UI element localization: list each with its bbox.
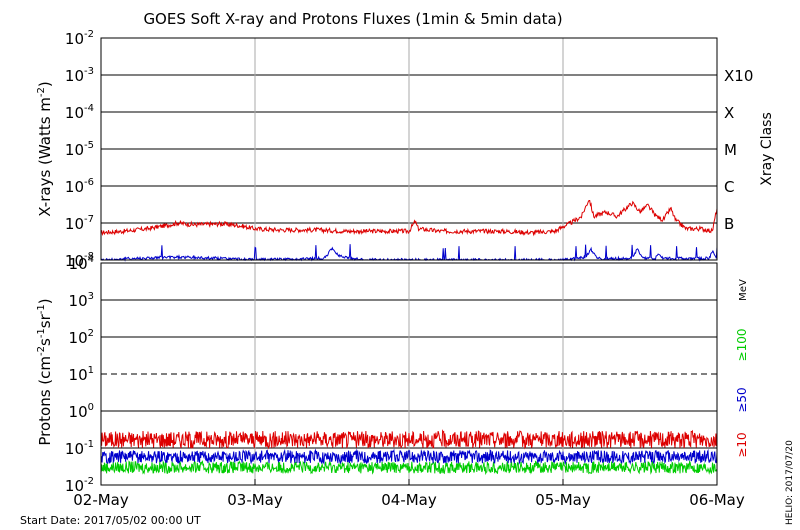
proton-legend: ≥10 ≥50 ≥100 xyxy=(735,329,749,458)
tick-exponent: -4 xyxy=(84,103,94,114)
xray-class-labels: X10 X M C B xyxy=(724,67,753,233)
proton-series-line xyxy=(100,429,718,450)
proton-y-tick-label: 103 xyxy=(69,291,94,310)
proton-unit-label: MeV xyxy=(738,279,749,301)
proton-y-tick-label: 102 xyxy=(69,328,94,347)
proton-y-tick-label: 101 xyxy=(69,365,94,384)
xray-plot-frame xyxy=(100,37,718,261)
chart-title: GOES Soft X-ray and Protons Fluxes (1min… xyxy=(143,10,562,28)
proton-series-line xyxy=(100,459,718,476)
tick-base: 10 xyxy=(65,178,84,196)
tick-base: 10 xyxy=(65,440,84,458)
proton-ylabel-main: Protons (cm xyxy=(36,356,54,446)
xray-y-tick-label: 10-2 xyxy=(65,29,94,48)
xray-y-axis-label: X-rays (Watts m-2) xyxy=(36,81,54,216)
tick-exponent: 3 xyxy=(88,291,94,302)
proton-ylabel-sup2: -1 xyxy=(36,328,47,338)
xray-y-tick-labels: 10-210-310-410-510-610-710-8 xyxy=(65,29,94,270)
xray-y-tick-label: 10-3 xyxy=(65,66,94,85)
tick-base: 10 xyxy=(65,477,84,495)
tick-base: 10 xyxy=(65,67,84,85)
xray-class-label: C xyxy=(724,178,734,196)
proton-ylabel-close: ) xyxy=(36,298,54,304)
proton-y-tick-label: 104 xyxy=(69,254,94,273)
tick-exponent: -7 xyxy=(84,214,94,225)
credit-label: HELIO: 2017/07/20 xyxy=(785,440,795,525)
proton-y-tick-label: 100 xyxy=(69,402,94,421)
tick-exponent: -2 xyxy=(84,476,94,487)
proton-legend-item: ≥10 xyxy=(735,432,749,457)
tick-exponent: -3 xyxy=(84,66,94,77)
tick-exponent: -1 xyxy=(84,439,94,450)
tick-exponent: 0 xyxy=(88,402,94,413)
tick-base: 10 xyxy=(65,30,84,48)
tick-exponent: -6 xyxy=(84,177,94,188)
xray-class-label: X10 xyxy=(724,67,753,85)
xray-y-tick-label: 10-5 xyxy=(65,140,94,159)
proton-y-tick-label: 10-1 xyxy=(65,439,94,458)
tick-base: 10 xyxy=(69,292,88,310)
xray-class-axis-label: Xray Class xyxy=(759,112,775,186)
proton-y-axis-label: Protons (cm-2s-1sr-1) xyxy=(36,298,54,445)
xray-class-label: X xyxy=(724,104,734,122)
tick-base: 10 xyxy=(69,403,88,421)
tick-base: 10 xyxy=(69,255,88,273)
tick-base: 10 xyxy=(65,104,84,122)
start-date-label: Start Date: 2017/05/02 00:00 UT xyxy=(20,514,201,527)
tick-base: 10 xyxy=(69,366,88,384)
xray-class-label: B xyxy=(724,215,734,233)
xray-ylabel-main: X-rays (Watts m xyxy=(36,97,54,217)
tick-exponent: 1 xyxy=(88,365,94,376)
tick-base: 10 xyxy=(65,215,84,233)
proton-legend-item: ≥50 xyxy=(735,387,749,412)
xray-series xyxy=(100,200,718,262)
proton-series xyxy=(100,429,718,476)
proton-series-line xyxy=(100,448,718,466)
proton-ylabel-mid: s xyxy=(36,338,54,346)
tick-exponent: 4 xyxy=(88,254,94,265)
tick-base: 10 xyxy=(65,252,84,270)
proton-ylabel-sup3: -1 xyxy=(36,304,47,314)
tick-base: 10 xyxy=(69,329,88,347)
proton-ylabel-mid2: sr xyxy=(36,313,54,328)
x-tick-label: 05-May xyxy=(535,491,591,509)
tick-base: 10 xyxy=(65,141,84,159)
tick-exponent: -8 xyxy=(84,251,94,262)
xray-y-tick-label: 10-6 xyxy=(65,177,94,196)
xray-class-label: M xyxy=(724,141,737,159)
x-tick-labels: 02-May 03-May 04-May 05-May 06-May xyxy=(73,479,745,509)
tick-exponent: -2 xyxy=(84,29,94,40)
x-tick-label: 06-May xyxy=(689,491,745,509)
xray-series-line xyxy=(100,244,718,262)
tick-exponent: 2 xyxy=(88,328,94,339)
x-tick-label: 03-May xyxy=(227,491,283,509)
proton-y-tick-label: 10-2 xyxy=(65,476,94,495)
xray-y-tick-label: 10-7 xyxy=(65,214,94,233)
proton-legend-item: ≥100 xyxy=(735,329,749,362)
proton-grid xyxy=(101,263,717,485)
proton-ylabel-sup1: -2 xyxy=(36,346,47,356)
xray-ylabel-close: ) xyxy=(36,81,54,87)
xray-grid xyxy=(101,38,717,260)
tick-exponent: -5 xyxy=(84,140,94,151)
xray-y-tick-label: 10-4 xyxy=(65,103,94,122)
xray-ylabel-sup: -2 xyxy=(36,87,47,97)
xray-y-tick-label: 10-8 xyxy=(65,251,94,270)
x-tick-label: 04-May xyxy=(381,491,437,509)
x-tick-label: 02-May xyxy=(73,491,129,509)
xray-series-line xyxy=(100,200,718,237)
